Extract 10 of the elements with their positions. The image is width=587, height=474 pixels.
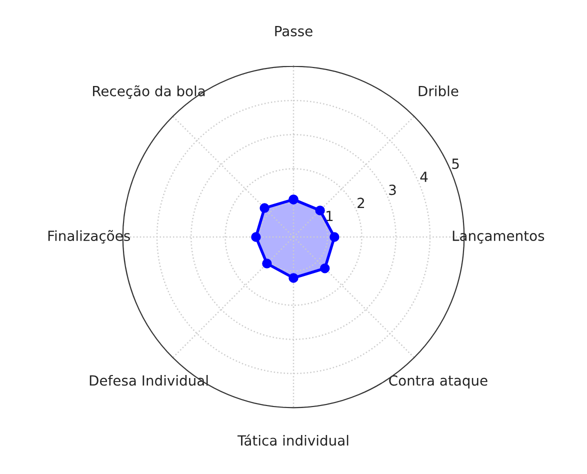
spoke-label: Drible (418, 86, 458, 96)
y-tick-label: 3 (389, 184, 396, 196)
y-tick-label: 2 (358, 198, 364, 208)
spoke-label: Tática individual (237, 434, 348, 446)
y-tick-label: 1 (326, 210, 333, 222)
y-tick-label: 4 (420, 172, 428, 182)
spoke-label: Passe (275, 26, 312, 36)
y-tick-label: 5 (452, 158, 459, 170)
spoke-label: Contra ataque (389, 375, 488, 388)
spoke-label: Receção da bola (93, 85, 205, 99)
